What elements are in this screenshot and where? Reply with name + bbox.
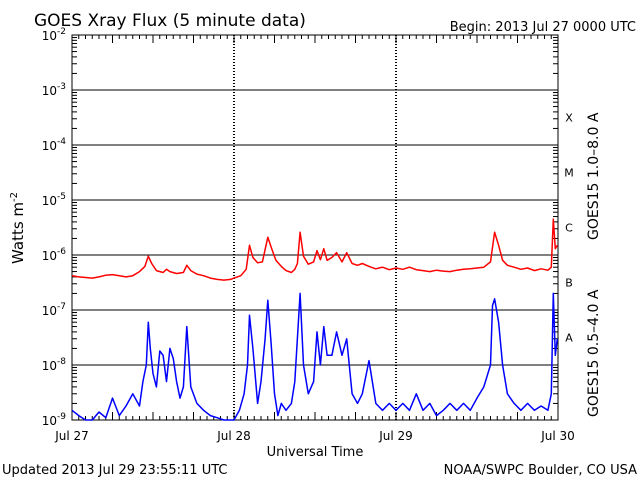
credit-label: NOAA/SWPC Boulder, CO USA	[444, 463, 637, 478]
chart-footer: Updated 2013 Jul 29 23:55:11 UTC NOAA/SW…	[2, 463, 637, 478]
series-line-long-channel	[71, 218, 558, 281]
series-line-short-channel	[71, 292, 559, 421]
y-tick-label: 10-5	[42, 192, 66, 208]
grid-lines	[72, 35, 558, 420]
y-tick-label: 10-8	[42, 357, 67, 373]
flare-class-m: M	[564, 167, 574, 180]
x-tick-labels: Jul 27 Jul 28 Jul 29 Jul 30	[54, 429, 575, 443]
y-axis-label-text: Watts m	[9, 202, 27, 264]
y-minor-ticks	[72, 37, 558, 404]
y-axis-label-exponent: -2	[9, 192, 20, 202]
legend-series-long: GOES15 1.0–8.0 A	[586, 112, 602, 240]
flare-class-labels: A B C M X	[564, 112, 574, 345]
y-tick-label: 10-6	[42, 247, 67, 263]
y-tick-label: 10-9	[42, 412, 67, 428]
chart-header: GOES Xray Flux (5 minute data) Begin: 20…	[34, 11, 636, 35]
x-tick-label: Jul 29	[378, 429, 413, 443]
x-minor-ticks	[71, 35, 559, 420]
flare-class-a: A	[565, 332, 573, 345]
begin-label: Begin: 2013 Jul 27 0000 UTC	[450, 20, 636, 35]
x-tick-label: Jul 27	[54, 429, 89, 443]
y-tick-label: 10-4	[42, 137, 67, 153]
flare-class-b: B	[565, 277, 573, 290]
chart-title: GOES Xray Flux (5 minute data)	[34, 11, 306, 31]
y-axis-label: Watts m-2	[9, 192, 27, 264]
updated-timestamp: Updated 2013 Jul 29 23:55:11 UTC	[2, 463, 227, 478]
y-tick-label: 10-2	[42, 27, 66, 43]
data-series	[71, 218, 559, 421]
flare-class-c: C	[565, 222, 573, 235]
x-tick-label: Jul 28	[216, 429, 251, 443]
flare-class-x: X	[565, 112, 573, 125]
y-axis-label-group: Watts m-2	[9, 192, 27, 264]
series-legend: GOES15 1.0–8.0 A GOES15 0.5–4.0 A	[586, 112, 602, 417]
x-tick-label: Jul 30	[540, 429, 575, 443]
legend-series-short: GOES15 0.5–4.0 A	[586, 289, 602, 417]
y-tick-label: 10-3	[42, 82, 66, 98]
y-tick-labels: 10-9 10-8 10-7 10-6 10-5 10-4 10-3 10-2	[42, 27, 67, 428]
y-tick-label: 10-7	[42, 302, 66, 318]
x-axis-label: Universal Time	[267, 445, 364, 460]
